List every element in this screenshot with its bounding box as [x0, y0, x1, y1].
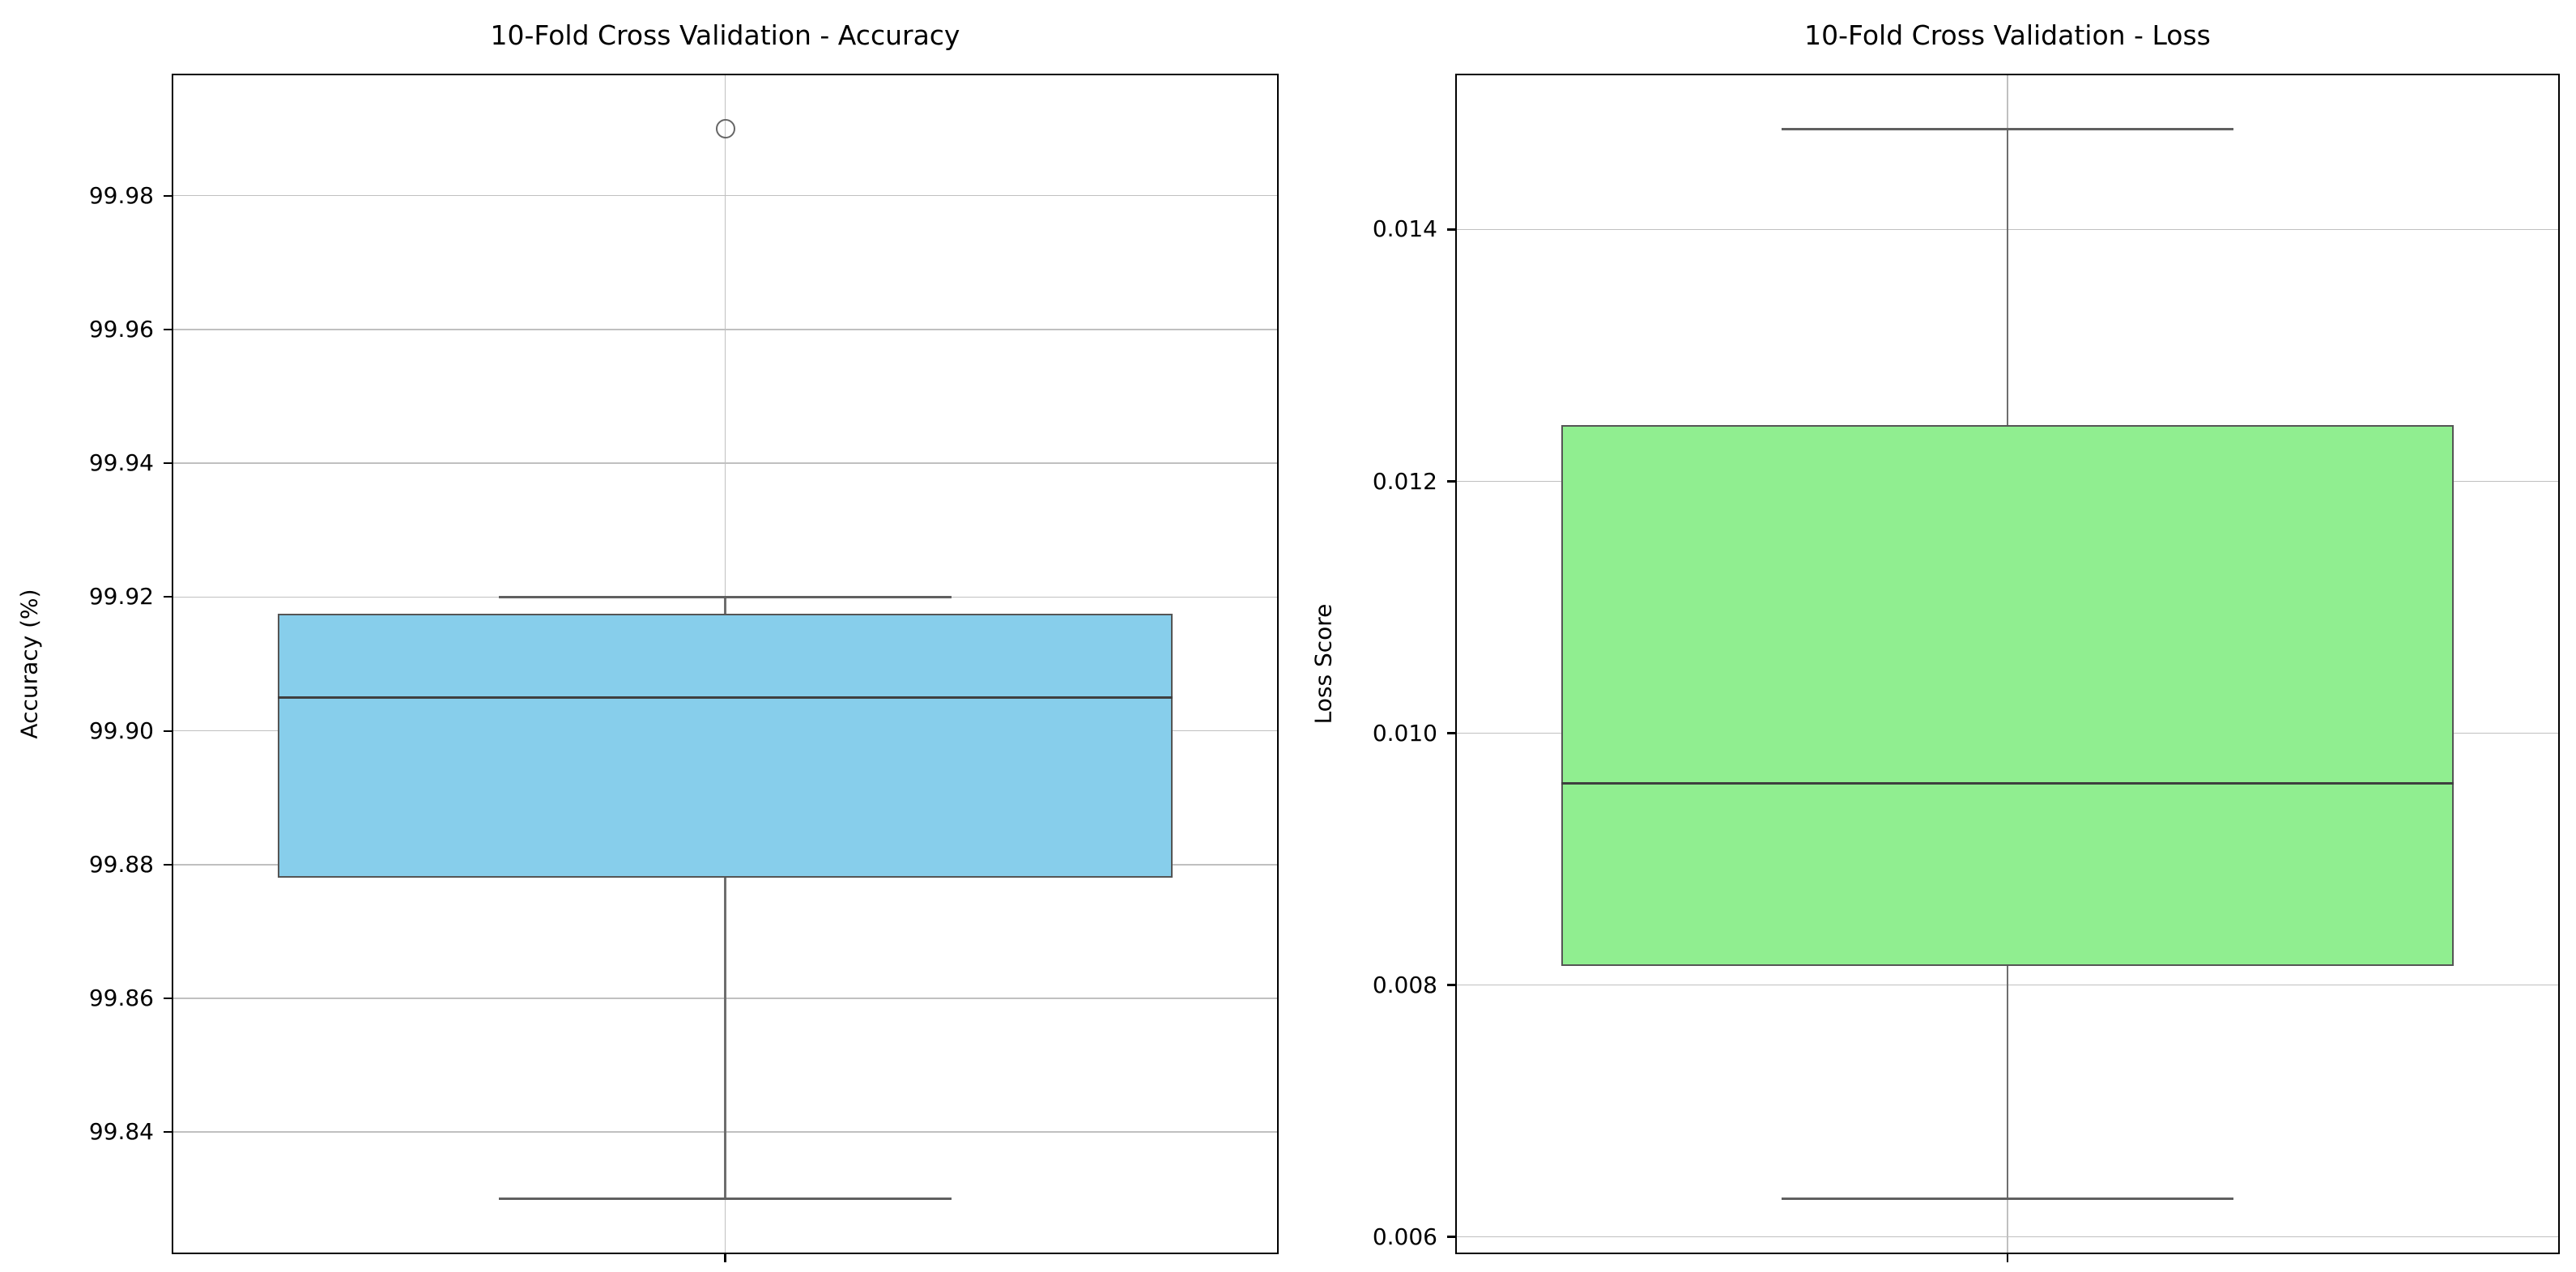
plot-area — [171, 73, 1279, 1255]
y-axis-label: Accuracy (%) — [15, 589, 43, 739]
y-tick-label: 99.92 — [88, 583, 154, 610]
x-tick — [2006, 1254, 2009, 1263]
iqr-box — [278, 614, 1173, 878]
y-tick — [1446, 732, 1455, 734]
y-tick-label: 0.012 — [1372, 467, 1437, 495]
y-tick-label: 99.88 — [88, 850, 154, 878]
y-tick — [163, 462, 172, 465]
spine-left — [171, 73, 173, 1255]
y-tick-label: 99.98 — [88, 181, 154, 209]
whisker-cap-lower — [499, 1198, 952, 1201]
median-line — [1561, 782, 2454, 785]
median-line — [278, 696, 1173, 699]
spine-right — [1277, 73, 1279, 1255]
spine-left — [1454, 73, 1457, 1255]
y-tick — [163, 997, 172, 1000]
y-axis-label: Loss Score — [1309, 603, 1337, 725]
whisker-cap-upper — [1782, 127, 2233, 130]
x-tick — [724, 1254, 726, 1263]
whisker-cap-upper — [499, 595, 952, 598]
y-tick-label: 99.90 — [88, 717, 154, 744]
whisker-lower — [2006, 966, 2009, 1199]
y-tick-label: 99.86 — [88, 985, 154, 1012]
y-tick — [1446, 228, 1455, 231]
y-tick — [163, 328, 172, 331]
y-tick-label: 0.010 — [1372, 719, 1437, 747]
spine-right — [2558, 73, 2561, 1255]
y-tick-label: 99.96 — [88, 315, 154, 342]
y-tick — [163, 863, 172, 866]
spine-top — [171, 73, 1279, 75]
y-tick — [1446, 1236, 1455, 1238]
whisker-upper — [724, 597, 726, 615]
y-tick — [163, 596, 172, 598]
chart-title: 10-Fold Cross Validation - Loss — [1804, 19, 2211, 51]
y-tick-label: 99.94 — [88, 449, 154, 477]
whisker-upper — [2006, 129, 2009, 425]
plot-area — [1454, 73, 2561, 1255]
spine-bottom — [171, 1253, 1279, 1255]
spine-bottom — [1454, 1253, 2561, 1255]
chart-title: 10-Fold Cross Validation - Accuracy — [490, 19, 960, 51]
spine-top — [1454, 73, 2561, 75]
whisker-lower — [724, 878, 726, 1199]
y-tick — [1446, 480, 1455, 483]
y-tick-label: 99.84 — [88, 1118, 154, 1146]
y-tick — [163, 194, 172, 197]
whisker-cap-lower — [1782, 1198, 2233, 1201]
y-tick-label: 0.014 — [1372, 215, 1437, 243]
y-tick — [163, 1131, 172, 1134]
y-tick — [163, 730, 172, 732]
y-tick-label: 0.008 — [1372, 971, 1437, 998]
iqr-box — [1561, 424, 2454, 967]
y-tick — [1446, 984, 1455, 986]
y-tick-label: 0.006 — [1372, 1223, 1437, 1250]
outlier-marker — [715, 119, 735, 139]
